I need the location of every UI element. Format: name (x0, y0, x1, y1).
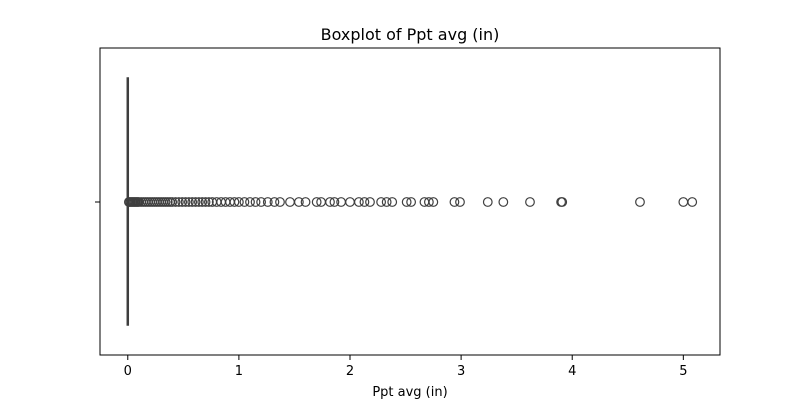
outlier-point (262, 197, 273, 207)
outlier-point (525, 197, 535, 207)
outlier-point (353, 197, 364, 207)
x-tick-label: 1 (235, 364, 243, 379)
outlier-point (401, 197, 412, 207)
outlier-point (203, 197, 214, 207)
outlier-point (635, 197, 645, 207)
x-tick-label: 3 (457, 364, 465, 379)
outlier-group (123, 197, 698, 207)
outlier-point (423, 197, 434, 207)
outlier-point (311, 197, 322, 207)
outlier-point (687, 197, 698, 207)
outlier-point (193, 197, 204, 207)
x-tick-label: 2 (346, 364, 354, 379)
outlier-point (190, 197, 201, 207)
outlier-point (167, 197, 178, 207)
outlier-point (365, 197, 375, 207)
outlier-point (376, 197, 387, 207)
x-tick-label: 4 (568, 364, 576, 379)
outlier-point (250, 197, 261, 207)
outlier-point (170, 197, 181, 207)
x-tick-label: 5 (679, 364, 687, 379)
outlier-point (482, 197, 493, 207)
outlier-point (428, 197, 439, 207)
outlier-point (200, 197, 211, 207)
outlier-point (329, 197, 340, 207)
outlier-point (177, 197, 188, 207)
outlier-point (406, 197, 417, 207)
chart-title: Boxplot of Ppt avg (in) (321, 25, 500, 44)
outlier-point (187, 197, 198, 207)
outlier-point (359, 197, 370, 207)
outlier-point (275, 197, 285, 207)
outlier-point (233, 197, 244, 207)
outlier-point (180, 197, 191, 207)
outlier-point (245, 197, 255, 207)
outlier-point (498, 197, 509, 207)
outlier-point (229, 197, 240, 207)
outlier-point (455, 197, 465, 207)
outlier-point (269, 197, 280, 207)
outlier-point (293, 197, 304, 207)
outlier-point (557, 197, 568, 207)
outlier-point (173, 197, 184, 207)
outlier-point (239, 197, 250, 207)
x-tick-label: 0 (124, 364, 132, 379)
x-axis-ticks: 0 1 2 3 4 5 (124, 355, 687, 379)
outlier-point (449, 197, 460, 207)
x-axis-label: Ppt avg (in) (372, 385, 447, 400)
outlier-point (387, 197, 398, 207)
outlier-point (256, 197, 267, 207)
outlier-point (300, 197, 311, 207)
outlier-point (325, 197, 335, 207)
outlier-point (197, 197, 208, 207)
outlier-point (183, 197, 194, 207)
outlier-point (381, 197, 392, 207)
